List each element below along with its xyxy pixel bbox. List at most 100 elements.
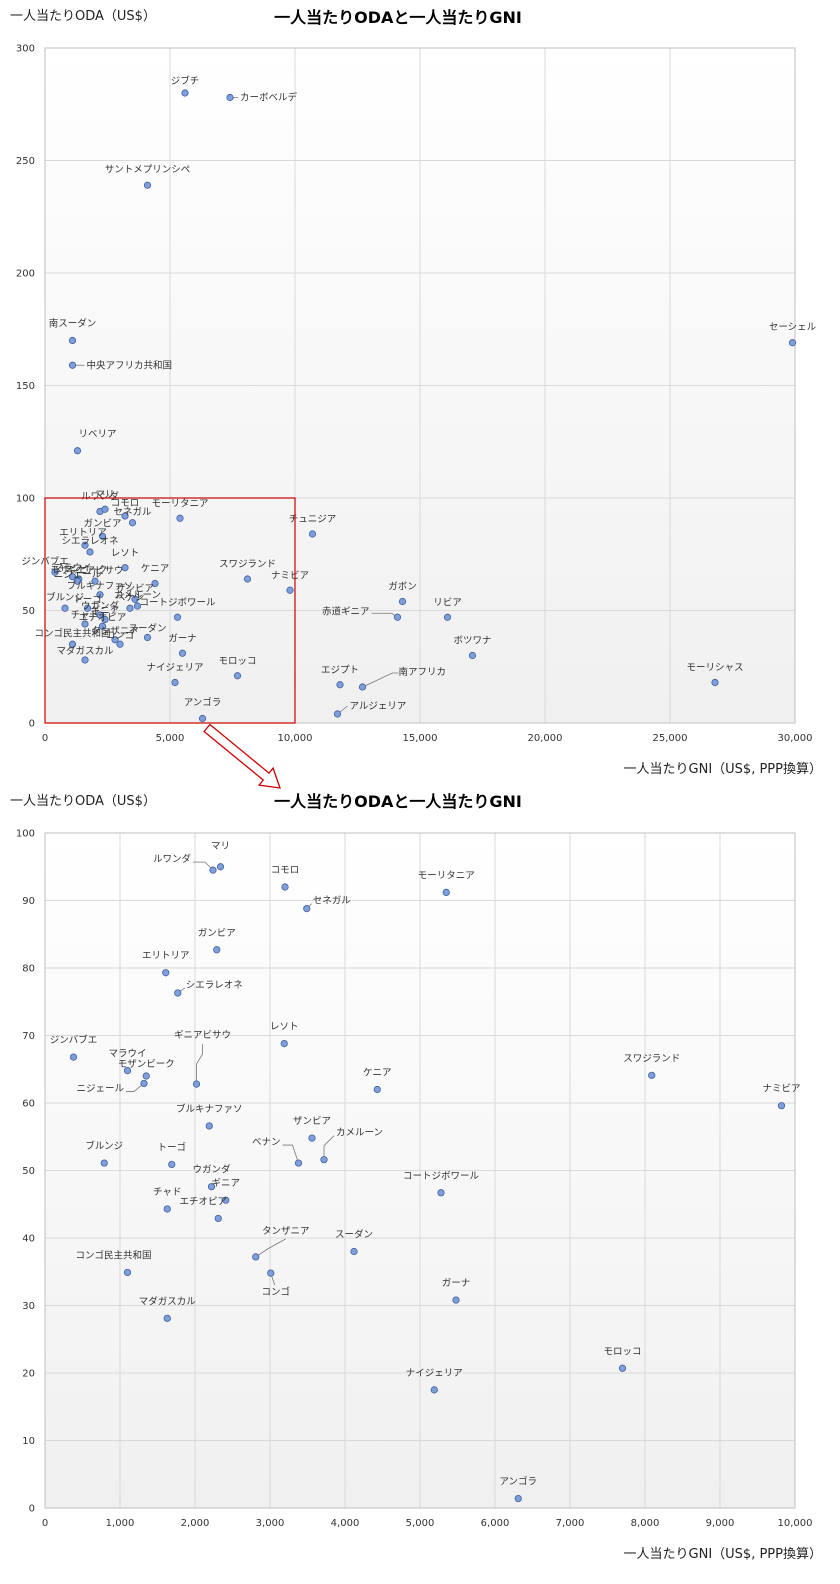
- data-point: [233, 672, 242, 680]
- data-point: [308, 1134, 316, 1142]
- data-point: [320, 1156, 328, 1164]
- data-point: [116, 640, 124, 648]
- data-point-label: ブルンジ: [46, 591, 84, 603]
- x-tick-label: 5,000: [156, 733, 185, 744]
- data-point: [437, 1189, 445, 1197]
- data-point: [142, 1072, 150, 1080]
- data-point: [178, 649, 187, 657]
- data-point: [294, 1159, 303, 1167]
- data-point: [280, 1040, 288, 1048]
- data-point-label: ガンビア: [198, 928, 236, 939]
- data-point: [96, 611, 104, 619]
- data-point-label: トーゴ: [73, 593, 102, 605]
- data-point-label: ケニア: [363, 1068, 392, 1079]
- x-tick-label: 10,000: [278, 733, 313, 744]
- y-tick-label: 0: [29, 719, 35, 730]
- chart-title: 一人当たりODAと一人当たりGNI: [274, 792, 522, 811]
- x-tick-label: 15,000: [403, 733, 438, 744]
- data-point-label: シエラレオネ: [61, 536, 118, 547]
- data-point: [176, 514, 184, 522]
- data-point-label: ジンバブエ: [50, 1034, 98, 1046]
- data-point-label: アンゴラ: [499, 1476, 537, 1488]
- leader-line: [323, 1135, 335, 1160]
- data-point-label: カメルーン: [336, 1128, 383, 1139]
- data-point: [128, 519, 137, 527]
- data-point: [81, 620, 89, 628]
- data-point: [143, 181, 152, 189]
- data-point: [216, 863, 225, 871]
- data-point-label: ウガンダ: [192, 1164, 231, 1176]
- data-point: [98, 532, 107, 540]
- chart-panel-1: 0 50 100 150 200 250 300 0 5,000 10,000 15,000 20,0…: [10, 8, 822, 777]
- y-tick-label: 0: [29, 1504, 35, 1515]
- data-point-label: ガーナ: [442, 1278, 471, 1289]
- data-point-label: モーリタニア: [151, 498, 208, 509]
- data-point: [69, 1053, 78, 1061]
- data-point: [373, 1085, 381, 1094]
- data-point-label: ガンビア: [83, 518, 121, 529]
- data-point-label: コモロ: [111, 498, 140, 509]
- data-point-label: コンゴ民主共和国: [75, 1249, 151, 1261]
- x-tick-label: 5,000: [406, 1518, 435, 1529]
- data-point: [430, 1386, 438, 1394]
- data-point-label: モザンビーク: [50, 565, 107, 576]
- data-point: [336, 681, 344, 689]
- data-point-label: スーダン: [335, 1229, 373, 1241]
- data-point-label: ガーナ: [168, 633, 197, 644]
- data-point-label: マラウイ: [108, 1049, 146, 1060]
- data-point: [303, 904, 311, 913]
- data-point: [252, 1253, 260, 1261]
- data-point: [101, 615, 109, 624]
- data-point-label: エチオピア: [179, 1196, 227, 1207]
- data-point-label: モロッコ: [218, 656, 256, 667]
- data-point: [91, 577, 99, 585]
- x-tick-label: 0: [42, 1518, 48, 1529]
- y-tick-label: 60: [22, 1099, 35, 1110]
- y-tick-label: 150: [16, 381, 35, 392]
- data-point: [111, 636, 119, 644]
- data-point-label: シエラレオネ: [186, 980, 243, 991]
- data-point-label: スーダン: [128, 623, 166, 635]
- x-tick-label: 10,000: [778, 1518, 813, 1529]
- data-point-label: セネガル: [113, 507, 152, 518]
- data-point-label: ギニア: [211, 1178, 240, 1189]
- data-point-label: ブルキナファソ: [67, 580, 134, 592]
- leader-line: [196, 1044, 203, 1085]
- data-point: [133, 602, 142, 610]
- data-point: [281, 883, 289, 891]
- x-axis-title: 一人当たりGNI（US$, PPP換算）: [624, 1547, 822, 1562]
- chart-title: 一人当たりODAと一人当たりGNI: [274, 8, 522, 27]
- data-point: [121, 512, 129, 520]
- data-point-label: エチオピア: [79, 612, 127, 623]
- y-tick-label: 80: [22, 964, 35, 975]
- y-tick-label: 100: [16, 494, 35, 505]
- data-point-label: エリトリア: [142, 951, 190, 962]
- data-point: [393, 613, 402, 621]
- data-point: [96, 591, 104, 599]
- data-point: [442, 888, 450, 897]
- data-point-label: モザンビーク: [118, 1059, 175, 1070]
- data-point: [73, 577, 82, 585]
- data-point: [333, 710, 342, 718]
- x-tick-label: 9,000: [706, 1518, 735, 1529]
- data-point: [173, 613, 182, 621]
- data-point-label: ギニアビサウ: [174, 1030, 231, 1041]
- data-point: [73, 447, 82, 455]
- data-point-label: スワジランド: [623, 1053, 680, 1064]
- data-point-label: ザンビア: [116, 583, 154, 594]
- data-point-label: チュニジア: [289, 514, 337, 525]
- data-point: [213, 946, 221, 954]
- data-point-label: リベリア: [78, 429, 116, 440]
- x-axis-title: 一人当たりGNI（US$, PPP換算）: [624, 762, 822, 777]
- data-point-label: セーシェル: [769, 322, 817, 333]
- data-point: [68, 361, 77, 369]
- y-tick-label: 70: [22, 1031, 35, 1042]
- y-axis-title: 一人当たりODA（US$）: [10, 794, 156, 809]
- data-point: [308, 530, 317, 538]
- data-point: [100, 1159, 108, 1167]
- zoom-arrow: [203, 723, 281, 789]
- chart-panel-2: 0 10 20 30 40 50 60 70 80 90 100 0 1,000 2,000 3,000 4,…: [10, 792, 822, 1562]
- data-point-label: マダガスカル: [139, 1295, 197, 1307]
- plot-frame: [44, 47, 796, 724]
- data-point-label: ガボン: [388, 582, 417, 593]
